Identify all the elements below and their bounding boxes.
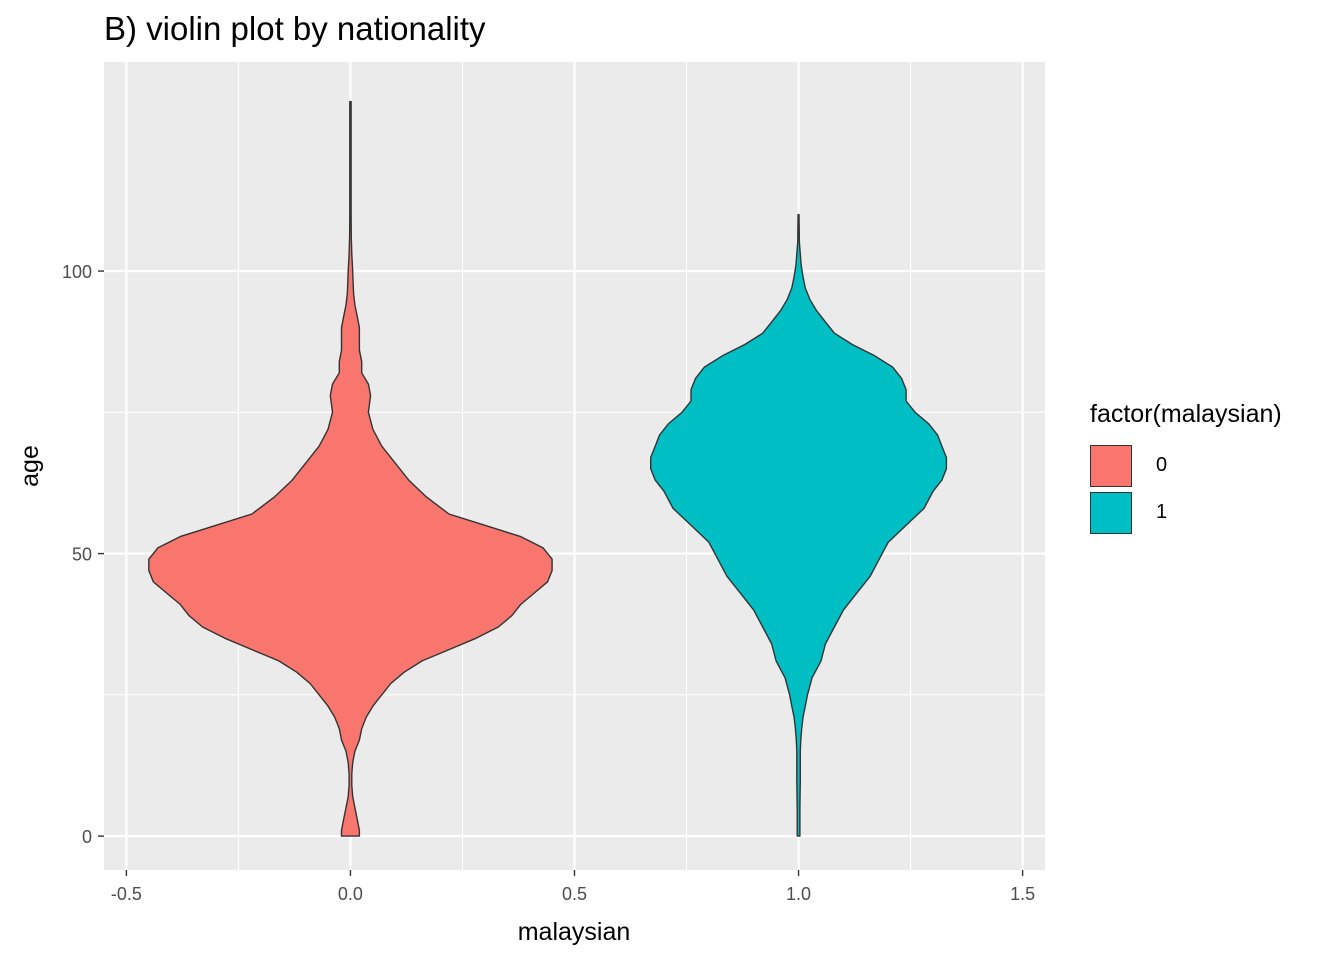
legend-swatch-1 bbox=[1090, 491, 1132, 534]
y-tick-label: 0 bbox=[82, 827, 92, 847]
legend-swatch-0 bbox=[1090, 444, 1132, 487]
legend-title: factor(malaysian) bbox=[1090, 400, 1282, 428]
x-tick-label: 1.5 bbox=[1010, 884, 1035, 904]
x-axis-title: malaysian bbox=[518, 918, 631, 946]
chart-title: B) violin plot by nationality bbox=[104, 10, 486, 47]
y-tick-label: 100 bbox=[62, 262, 92, 282]
violin-series-0 bbox=[148, 100, 553, 837]
x-tick-label: 1.0 bbox=[786, 884, 811, 904]
x-tick-label: -0.5 bbox=[111, 884, 142, 904]
y-axis: 0 50 100 bbox=[62, 262, 104, 847]
legend-item-0: 0 bbox=[1090, 442, 1282, 489]
violin-series-1 bbox=[650, 213, 948, 837]
legend-key bbox=[1090, 491, 1132, 534]
legend-label-1: 1 bbox=[1156, 501, 1168, 523]
x-tick-label: 0.5 bbox=[562, 884, 587, 904]
legend-item-1: 1 bbox=[1090, 489, 1282, 536]
violins bbox=[148, 100, 948, 837]
x-axis: -0.5 0.0 0.5 1.0 1.5 bbox=[111, 870, 1035, 904]
legend: factor(malaysian) 0 1 bbox=[1090, 400, 1282, 536]
y-tick-label: 50 bbox=[72, 545, 92, 565]
legend-key bbox=[1090, 444, 1132, 487]
legend-label-0: 0 bbox=[1156, 454, 1168, 476]
y-axis-title: age bbox=[16, 445, 44, 487]
x-tick-label: 0.0 bbox=[338, 884, 363, 904]
